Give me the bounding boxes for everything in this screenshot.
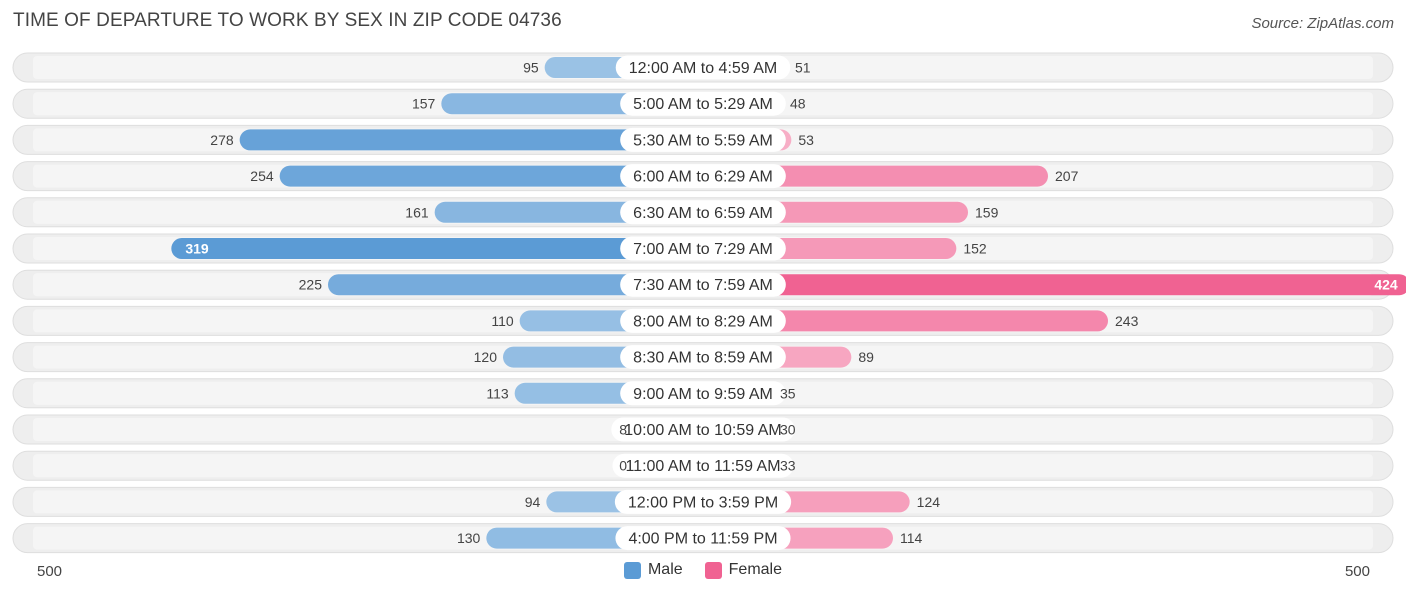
female-value-label: 48 bbox=[790, 96, 806, 112]
category-label: 12:00 AM to 4:59 AM bbox=[629, 60, 778, 77]
category-label-pill bbox=[620, 345, 786, 370]
category-label-pill bbox=[620, 91, 786, 116]
category-label: 8:00 AM to 8:29 AM bbox=[633, 313, 773, 330]
female-value-label: 159 bbox=[975, 204, 999, 220]
category-label-pill bbox=[620, 127, 786, 152]
male-value-label: 110 bbox=[491, 313, 514, 329]
legend-item-male: Male bbox=[623, 561, 683, 579]
category-label: 9:00 AM to 9:59 AM bbox=[633, 386, 773, 403]
female-value-label: 30 bbox=[780, 422, 796, 438]
male-value-label: 113 bbox=[486, 385, 509, 401]
category-label: 8:30 AM to 8:59 AM bbox=[633, 350, 773, 367]
female-value-label: 53 bbox=[798, 132, 814, 148]
category-label: 10:00 AM to 10:59 AM bbox=[624, 422, 781, 439]
male-bar bbox=[239, 129, 703, 151]
category-label: 12:00 PM to 3:59 PM bbox=[628, 494, 778, 511]
male-value-label: 254 bbox=[250, 168, 274, 184]
male-value-label: 161 bbox=[405, 204, 429, 220]
category-label-pill bbox=[612, 453, 794, 478]
category-label-pill bbox=[620, 308, 786, 333]
male-value-label: 95 bbox=[523, 60, 539, 76]
male-value-label: 278 bbox=[210, 132, 234, 148]
category-label-pill bbox=[614, 489, 792, 514]
category-label-pill bbox=[620, 200, 786, 225]
category-label: 11:00 AM to 11:59 AM bbox=[625, 458, 780, 475]
axis-label-left: 500 bbox=[37, 563, 63, 580]
chart-title: TIME OF DEPARTURE TO WORK BY SEX IN ZIP … bbox=[13, 10, 562, 31]
category-label: 7:30 AM to 7:59 AM bbox=[633, 277, 773, 294]
male-value-label: 157 bbox=[412, 96, 436, 112]
male-bar bbox=[279, 165, 703, 187]
female-value-label: 114 bbox=[900, 530, 923, 546]
male-value-label: 120 bbox=[474, 349, 498, 365]
female-value-label: 152 bbox=[963, 241, 987, 257]
female-value-label: 424 bbox=[1374, 277, 1398, 293]
female-value-label: 35 bbox=[780, 385, 796, 401]
female-bar bbox=[703, 274, 1406, 296]
male-value-label: 130 bbox=[457, 530, 481, 546]
female-value-label: 207 bbox=[1055, 168, 1079, 184]
category-label: 5:00 AM to 5:29 AM bbox=[633, 96, 773, 113]
male-value-label: 0 bbox=[619, 458, 627, 474]
legend-label-female: Female bbox=[728, 561, 783, 578]
category-label-pill bbox=[620, 381, 786, 406]
category-label: 5:30 AM to 5:59 AM bbox=[633, 132, 773, 149]
male-value-label: 225 bbox=[299, 277, 323, 293]
legend: Male Female bbox=[0, 561, 1406, 579]
male-value-label: 319 bbox=[185, 241, 209, 257]
axis-label-right: 500 bbox=[1344, 563, 1370, 580]
female-value-label: 51 bbox=[795, 60, 811, 76]
female-bar bbox=[703, 165, 1049, 187]
category-label-pill bbox=[615, 55, 791, 80]
category-label: 6:00 AM to 6:29 AM bbox=[633, 169, 773, 186]
category-label-pill bbox=[611, 417, 795, 442]
category-label-pill bbox=[615, 526, 791, 551]
legend-label-male: Male bbox=[647, 561, 683, 578]
female-value-label: 89 bbox=[858, 349, 874, 365]
chart-source: Source: ZipAtlas.com bbox=[1251, 15, 1394, 32]
category-label-pill bbox=[620, 236, 786, 261]
legend-swatch-male bbox=[623, 561, 641, 579]
female-bar bbox=[703, 310, 1109, 332]
category-label: 4:00 PM to 11:59 PM bbox=[628, 531, 777, 548]
male-bar bbox=[171, 238, 703, 259]
category-label: 6:30 AM to 6:59 AM bbox=[633, 205, 773, 222]
female-value-label: 33 bbox=[780, 458, 796, 474]
male-bar bbox=[327, 274, 703, 296]
category-label-pill bbox=[620, 164, 786, 189]
legend-swatch-female bbox=[704, 561, 722, 579]
female-value-label: 124 bbox=[917, 494, 941, 510]
female-value-label: 243 bbox=[1115, 313, 1139, 329]
male-value-label: 8 bbox=[619, 422, 627, 438]
male-value-label: 94 bbox=[525, 494, 541, 510]
legend-item-female: Female bbox=[704, 561, 783, 579]
category-label: 7:00 AM to 7:29 AM bbox=[633, 241, 773, 258]
category-label-pill bbox=[620, 272, 786, 297]
